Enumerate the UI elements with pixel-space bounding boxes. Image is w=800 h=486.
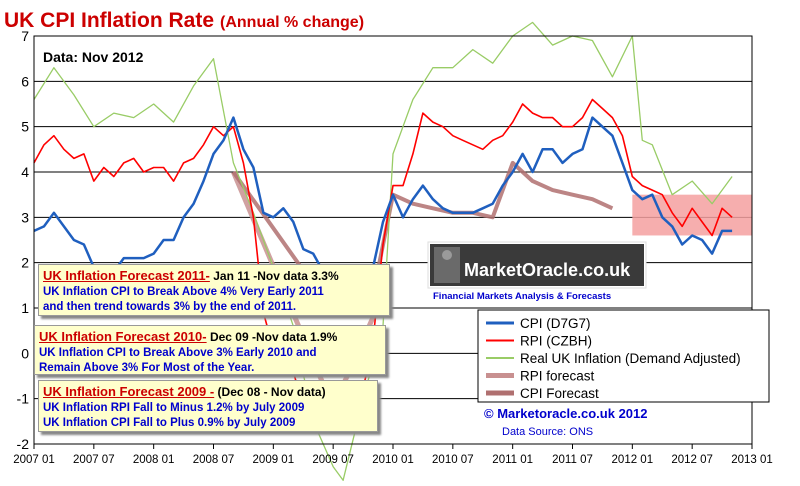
statue-head-icon	[442, 250, 452, 260]
forecast-2010-title: UK Inflation Forecast 2010-	[39, 329, 207, 344]
legend-label: CPI Forecast	[520, 386, 599, 401]
chart-title: UK CPI Inflation Rate (Annual % change)	[4, 9, 364, 32]
copyright-text: © Marketoracle.co.uk 2012	[484, 406, 648, 421]
forecast-2009-line-1: UK Inflation RPI Fall to Minus 1.2% by J…	[43, 402, 305, 414]
y-tick-label: -2	[17, 436, 30, 452]
data-date-label: Data: Nov 2012	[43, 49, 144, 65]
series-line-0	[33, 116, 733, 305]
forecast-2010-line-2: Remain Above 3% For Most of the Year.	[39, 362, 255, 374]
y-tick-label: 0	[21, 345, 29, 361]
x-tick-label: 2012 07	[671, 454, 713, 466]
x-tick-label: 2008 07	[193, 454, 235, 466]
forecast-2010-line-1: UK Inflation CPI to Break Above 3% Early…	[39, 347, 317, 359]
legend-box	[477, 309, 770, 403]
y-tick-label: 2	[21, 255, 29, 271]
legend-label: RPI (CZBH)	[520, 334, 592, 349]
forecast-2010-detail: Dec 09 -Nov data 1.9%	[206, 330, 338, 344]
forecast-2011-detail: Jan 11 -Nov data 3.3%	[209, 269, 339, 283]
legend-label: RPI forecast	[520, 369, 595, 384]
forecast-2009-note: UK Inflation Forecast 2009 - (Dec 08 - N…	[38, 380, 378, 432]
x-tick-label: 2007 07	[73, 454, 115, 466]
forecast-highlight-box	[632, 194, 752, 236]
logo-dark-band	[430, 244, 644, 286]
legend-label: Real UK Inflation (Demand Adjusted)	[520, 351, 741, 366]
y-tick-label: 7	[21, 28, 29, 44]
forecast-2009-detail: (Dec 08 - Nov data)	[214, 385, 326, 399]
forecast-2011-line-2: and then trend towards 3% by the end of …	[43, 301, 297, 313]
x-tick-label: 2011 01	[492, 454, 533, 466]
series-line-1	[33, 98, 733, 427]
y-tick-label: -1	[17, 391, 30, 407]
logo-tagline: Financial Markets Analysis & Forecasts	[433, 291, 611, 302]
forecast-2011-title: UK Inflation Forecast 2011-	[43, 268, 210, 283]
x-tick-label: 2009 07	[312, 454, 354, 466]
x-tick-label: 2012 01	[612, 454, 654, 466]
legend-items: CPI (D7G7) RPI (CZBH) Real UK Inflation (D…	[486, 316, 741, 401]
y-tick-label: 4	[21, 164, 29, 180]
plot-frame	[33, 35, 753, 445]
forecast-2011-line-1: UK Inflation CPI to Break Above 4% Very …	[43, 286, 324, 298]
x-tick-label: 2009 01	[253, 454, 295, 466]
forecast-2009-title: UK Inflation Forecast 2009 -	[43, 384, 215, 399]
x-tick-label: 2011 07	[552, 454, 593, 466]
x-axis-ticks: 2007 01 2007 07 2008 01 2008 07 2009 01 2009 …	[13, 444, 773, 466]
legend: CPI (D7G7) RPI (CZBH) Real UK Inflation (D…	[477, 309, 770, 403]
forecast-2009-line-2: UK Inflation CPI Fall to Plus 0.9% by Ju…	[43, 417, 296, 429]
x-tick-label: 2013 01	[731, 454, 773, 466]
y-axis-ticks: 7 6 5 4 3 2 1 0 -1 -2	[17, 28, 30, 452]
x-tick-label: 2010 01	[372, 454, 414, 466]
forecast-2011-note: UK Inflation Forecast 2011- Jan 11 -Nov …	[38, 264, 390, 316]
y-tick-label: 5	[21, 119, 29, 135]
x-tick-label: 2008 01	[133, 454, 175, 466]
y-tick-label: 3	[21, 209, 29, 225]
logo-name: MarketOracle.co.uk	[464, 260, 631, 280]
logo: MarketOracle.co.uk Financial Markets Ana…	[427, 241, 647, 302]
forecast-2010-note: UK Inflation Forecast 2010- Dec 09 -Nov …	[34, 325, 386, 375]
y-tick-label: 1	[21, 300, 29, 316]
y-tick-label: 6	[21, 73, 29, 89]
x-tick-label: 2007 01	[13, 454, 55, 466]
x-tick-label: 2010 07	[432, 454, 474, 466]
data-source-text: Data Source: ONS	[502, 426, 593, 438]
legend-label: CPI (D7G7)	[520, 316, 591, 331]
series-line-2	[33, 21, 733, 481]
